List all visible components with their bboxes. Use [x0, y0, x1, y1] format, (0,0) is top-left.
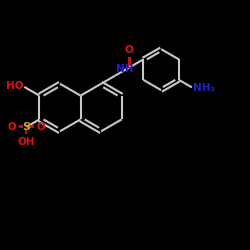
Text: NH₂: NH₂	[193, 83, 215, 93]
Text: S: S	[22, 122, 30, 132]
Text: O: O	[125, 46, 134, 56]
Text: O: O	[7, 122, 16, 132]
Text: OH: OH	[18, 138, 35, 147]
Text: O: O	[37, 122, 46, 132]
Text: NH: NH	[116, 64, 134, 74]
Text: HO: HO	[6, 81, 23, 91]
